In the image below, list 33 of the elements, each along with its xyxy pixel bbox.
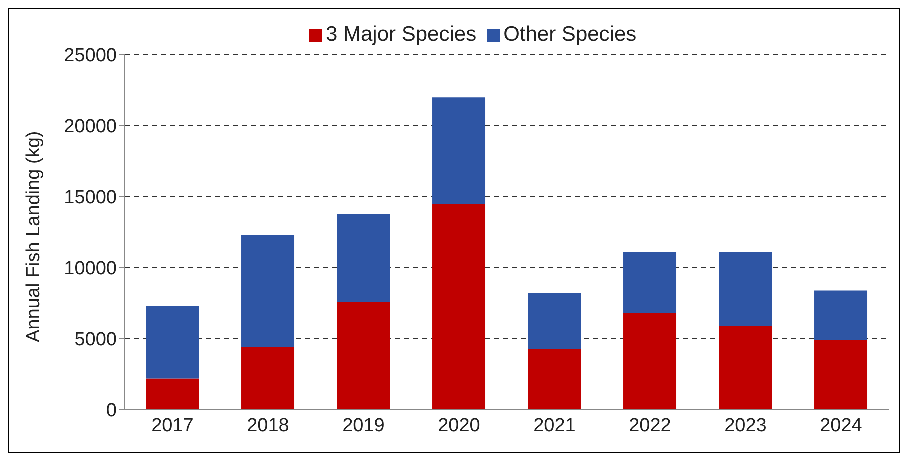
x-tick-label: 2018 xyxy=(247,415,290,436)
bar xyxy=(814,290,868,340)
y-tick-label: 0 xyxy=(106,400,117,422)
bar xyxy=(719,326,772,410)
y-axis-title: Annual Fish Landing (kg) xyxy=(24,131,45,342)
y-tick-label: 10000 xyxy=(64,258,117,280)
x-tick-label: 2021 xyxy=(534,415,576,436)
bar xyxy=(528,294,582,349)
x-tick-label: 2023 xyxy=(724,415,767,436)
x-tick-label: 2022 xyxy=(629,415,672,436)
bar xyxy=(624,252,677,314)
bar xyxy=(814,340,868,410)
bar xyxy=(337,214,390,302)
bar xyxy=(242,348,295,410)
bar xyxy=(242,235,295,348)
y-tick-label: 5000 xyxy=(74,330,117,351)
x-tick-label: 2017 xyxy=(152,415,194,436)
bar xyxy=(432,204,486,410)
bar xyxy=(432,98,486,204)
y-tick-label: 20000 xyxy=(64,116,117,138)
x-tick-label: 2020 xyxy=(438,415,480,436)
y-tick-label: 15000 xyxy=(64,188,117,209)
x-tick-label: 2019 xyxy=(342,415,385,436)
bar xyxy=(624,313,677,410)
bar xyxy=(337,302,390,410)
y-tick-label: 25000 xyxy=(64,46,117,67)
bar xyxy=(528,348,582,410)
x-tick-label: 2024 xyxy=(820,415,863,436)
bar xyxy=(719,252,772,326)
legend-label: 3 Major Species xyxy=(326,23,477,46)
bar xyxy=(146,306,200,379)
bar xyxy=(146,378,200,410)
legend-label: Other Species xyxy=(504,23,637,46)
